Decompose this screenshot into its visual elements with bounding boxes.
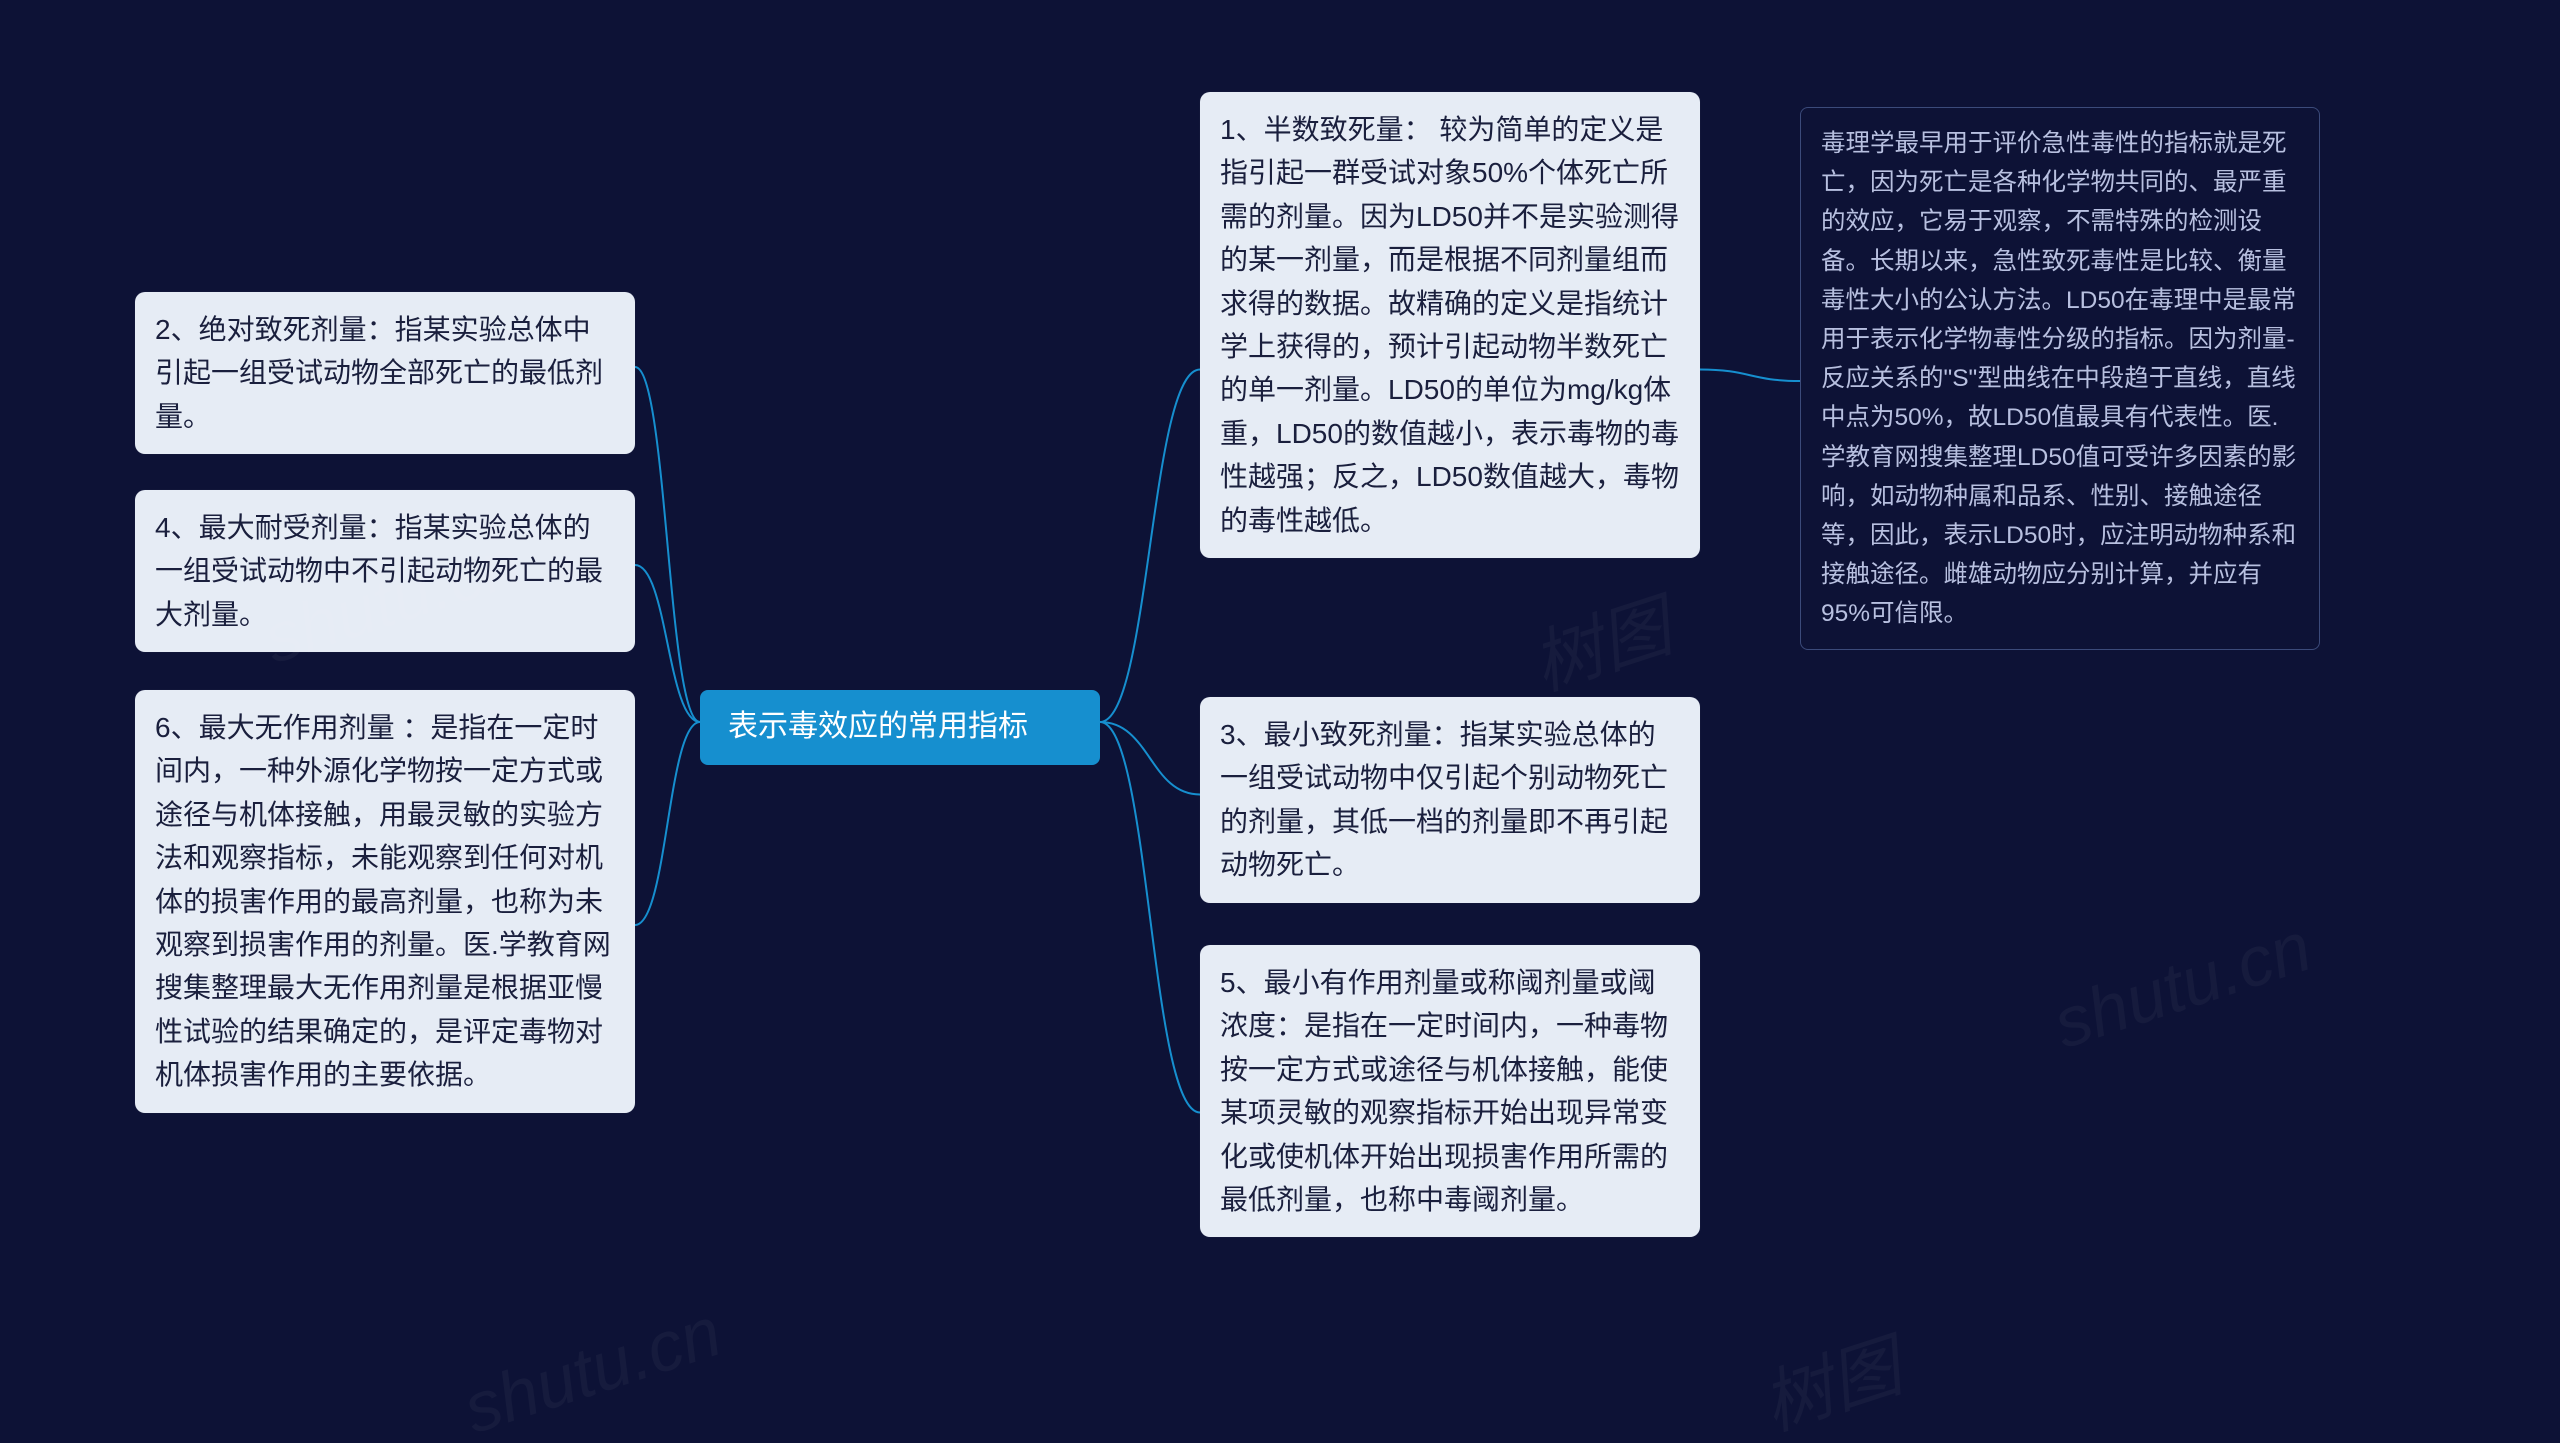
watermark: 树图 — [1748, 1311, 1912, 1443]
branch-node-4[interactable]: 4、最大耐受剂量：指某实验总体的一组受试动物中不引起动物死亡的最大剂量。 — [135, 490, 635, 652]
leaf-node-1[interactable]: 毒理学最早用于评价急性毒性的指标就是死亡，因为死亡是各种化学物共同的、最严重的效… — [1800, 107, 2320, 650]
watermark: 树图 — [1518, 571, 1682, 710]
branch-node-1[interactable]: 1、半数致死量： 较为简单的定义是指引起一群受试对象50%个体死亡所需的剂量。因… — [1200, 92, 1700, 558]
watermark: shutu.cn — [2044, 906, 2320, 1064]
branch-node-5[interactable]: 5、最小有作用剂量或称阈剂量或阈浓度：是指在一定时间内，一种毒物按一定方式或途径… — [1200, 945, 1700, 1237]
branch-node-2[interactable]: 2、绝对致死剂量：指某实验总体中引起一组受试动物全部死亡的最低剂量。 — [135, 292, 635, 454]
branch-node-6[interactable]: 6、最大无作用剂量 ：是指在一定时间内，一种外源化学物按一定方式或途径与机体接触… — [135, 690, 635, 1113]
branch-node-3[interactable]: 3、最小致死剂量：指某实验总体的一组受试动物中仅引起个别动物死亡的剂量，其低一档… — [1200, 697, 1700, 903]
mindmap-canvas: 表示毒效应的常用指标 2、绝对致死剂量：指某实验总体中引起一组受试动物全部死亡的… — [0, 0, 2560, 1443]
center-node[interactable]: 表示毒效应的常用指标 — [700, 690, 1100, 765]
watermark: shutu.cn — [454, 1291, 730, 1443]
